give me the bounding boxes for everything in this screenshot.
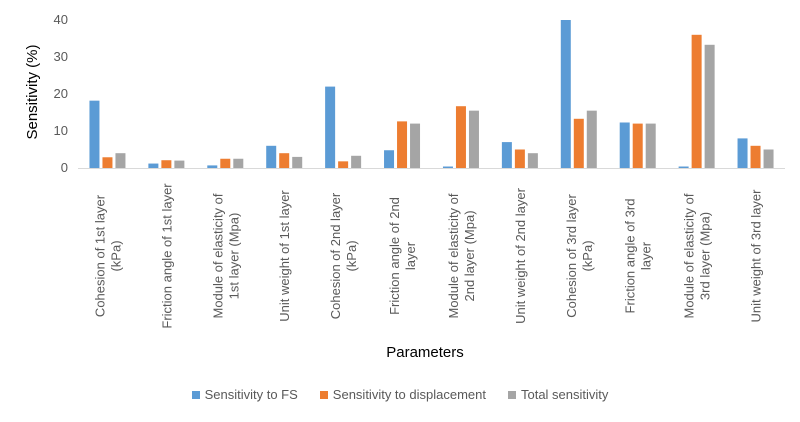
bar-total xyxy=(704,44,715,168)
x-category-label: Module of elasticity of1st layer (Mpa) xyxy=(210,193,241,318)
y-tick-label: 10 xyxy=(54,123,68,138)
bar-total xyxy=(645,123,656,168)
x-category-label: Module of elasticity of3rd layer (Mpa) xyxy=(682,193,713,318)
x-category-label: Friction angle of 2ndlayer xyxy=(387,197,418,315)
y-axis-ticks: 0 10 20 30 40 xyxy=(54,12,68,175)
bar-fs xyxy=(501,142,512,168)
x-category-line: layer xyxy=(403,241,418,270)
x-category-label: Unit weight of 3rd layer xyxy=(749,189,764,323)
x-category-line: 3rd layer (Mpa) xyxy=(698,212,713,300)
x-category-line: Module of elasticity of xyxy=(682,193,697,318)
bar-fs xyxy=(325,86,336,168)
bar-total xyxy=(527,153,538,168)
legend-item-total: Total sensitivity xyxy=(507,387,609,402)
legend-swatch-fs xyxy=(191,390,200,399)
x-category-label: Cohesion of 3rd layer(kPa) xyxy=(564,194,595,318)
bar-total xyxy=(115,153,126,168)
x-category-line: Unit weight of 2nd layer xyxy=(513,187,528,324)
x-category-label: Cohesion of 2nd layer(kPa) xyxy=(328,192,359,319)
bar-fs xyxy=(678,166,689,168)
x-category-line: Unit weight of 1st layer xyxy=(277,190,292,322)
bar-total xyxy=(233,158,244,168)
bar-displacement xyxy=(750,145,761,168)
x-category-label: Unit weight of 1st layer xyxy=(277,190,292,322)
bar-total xyxy=(586,110,597,168)
x-axis-title: Parameters xyxy=(386,344,464,361)
legend-swatch-total xyxy=(507,390,516,399)
x-category-label: Friction angle of 1st layer xyxy=(159,183,174,329)
x-category-line: Module of elasticity of xyxy=(446,193,461,318)
x-category-label: Unit weight of 2nd layer xyxy=(513,187,528,324)
x-category-line: Friction angle of 1st layer xyxy=(159,183,174,329)
bar-displacement xyxy=(573,118,584,168)
bar-displacement xyxy=(279,153,290,168)
x-category-line: Cohesion of 2nd layer xyxy=(328,192,343,319)
bar-total xyxy=(292,156,303,168)
x-category-line: Friction angle of 3rd xyxy=(623,199,638,314)
x-category-label: Friction angle of 3rdlayer xyxy=(623,199,654,314)
bar-displacement xyxy=(161,160,172,168)
x-category-label: Cohesion of 1st layer(kPa) xyxy=(92,194,123,317)
y-tick-label: 0 xyxy=(61,160,68,175)
legend: Sensitivity to FS Sensitivity to displac… xyxy=(0,387,800,402)
x-category-line: layer xyxy=(639,241,654,270)
x-category-line: Friction angle of 2nd xyxy=(387,197,402,315)
x-category-line: (kPa) xyxy=(580,240,595,271)
x-category-line: Cohesion of 1st layer xyxy=(92,194,107,317)
legend-label-fs: Sensitivity to FS xyxy=(204,387,298,402)
x-category-line: 1st layer (Mpa) xyxy=(226,213,241,300)
legend-item-displacement: Sensitivity to displacement xyxy=(319,387,486,402)
x-category-line: Cohesion of 3rd layer xyxy=(564,194,579,318)
legend-item-fs: Sensitivity to FS xyxy=(191,387,298,402)
bars xyxy=(89,20,774,168)
bar-total xyxy=(174,160,185,168)
bar-fs xyxy=(619,122,630,168)
bar-displacement xyxy=(220,158,231,168)
bar-fs xyxy=(89,100,100,168)
x-axis-categories: Cohesion of 1st layer(kPa) Friction angle… xyxy=(92,183,763,329)
bar-displacement xyxy=(455,106,466,168)
bar-displacement xyxy=(338,161,349,168)
bar-total xyxy=(763,149,774,168)
bar-displacement xyxy=(691,34,702,168)
legend-swatch-displacement xyxy=(319,390,328,399)
x-category-line: Unit weight of 3rd layer xyxy=(749,189,764,323)
legend-label-displacement: Sensitivity to displacement xyxy=(332,387,486,402)
legend-label-total: Total sensitivity xyxy=(520,387,609,402)
x-category-line: Module of elasticity of xyxy=(210,193,225,318)
x-category-label: Module of elasticity of2nd layer (Mpa) xyxy=(446,193,477,318)
x-category-line: 2nd layer (Mpa) xyxy=(462,210,477,301)
bar-displacement xyxy=(632,123,643,168)
bar-fs xyxy=(384,150,395,168)
bar-displacement xyxy=(102,157,113,168)
bar-total xyxy=(468,110,479,168)
y-axis-title: Sensitivity (%) xyxy=(24,44,41,139)
y-tick-label: 20 xyxy=(54,86,68,101)
bar-displacement xyxy=(514,149,525,168)
y-tick-label: 40 xyxy=(54,12,68,27)
bar-fs xyxy=(148,163,159,168)
bar-fs xyxy=(560,20,571,168)
bar-fs xyxy=(207,165,218,168)
x-category-line: (kPa) xyxy=(344,240,359,271)
bar-fs xyxy=(737,138,748,168)
bar-displacement xyxy=(397,121,408,168)
bar-fs xyxy=(266,145,277,168)
y-tick-label: 30 xyxy=(54,49,68,64)
bar-fs xyxy=(442,166,453,168)
x-category-line: (kPa) xyxy=(108,240,123,271)
bar-total xyxy=(351,155,362,168)
bar-total xyxy=(410,123,421,168)
